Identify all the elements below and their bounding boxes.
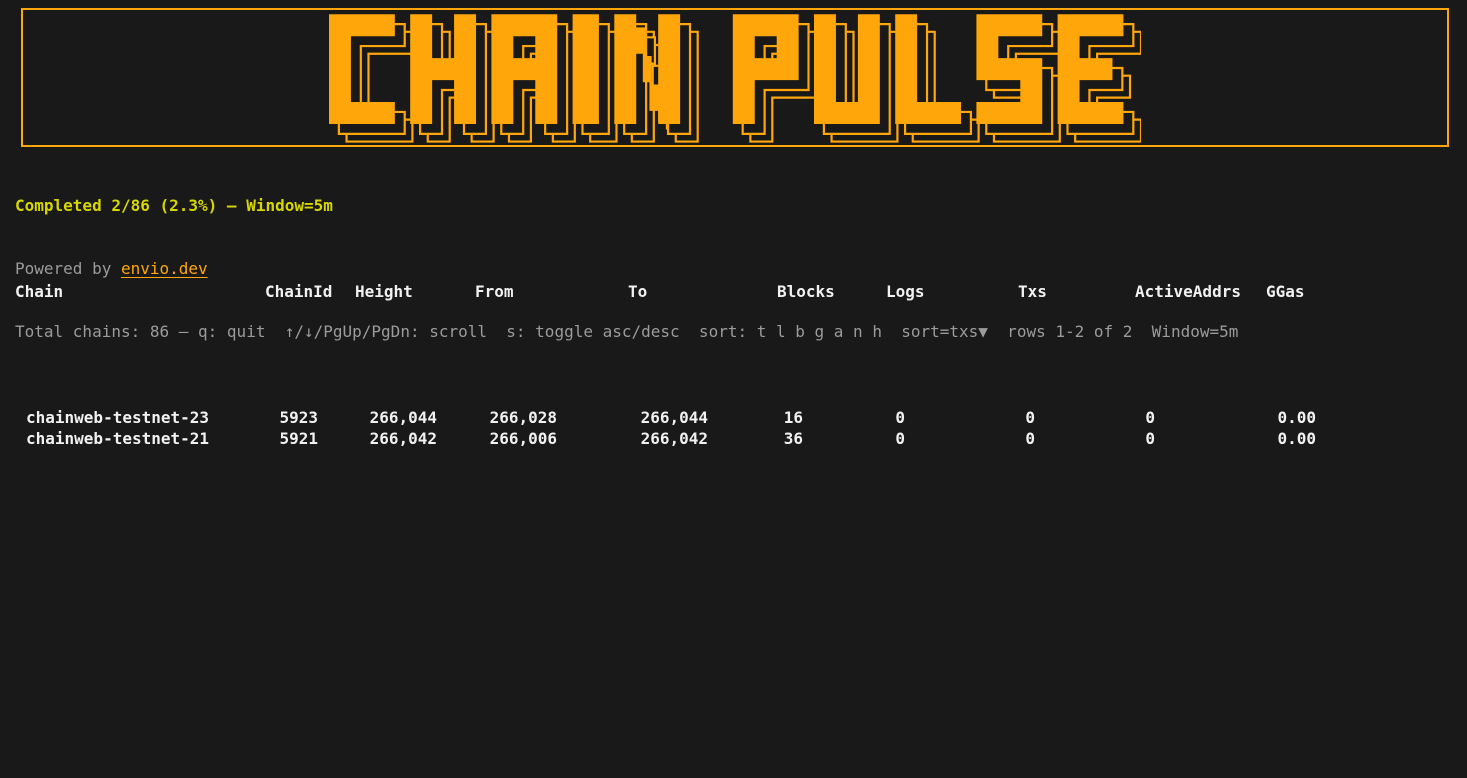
cell-logs: 0	[895, 408, 905, 427]
cell-logs: 0	[895, 429, 905, 448]
cell-chain: chainweb-testnet-21	[26, 429, 210, 448]
chains-table-header: Chain ChainId Height From To Blocks Logs Txs Act…	[15, 281, 1386, 302]
letter-fill	[732, 14, 799, 124]
title-letter-U	[814, 14, 899, 143]
letter-fill	[410, 14, 477, 124]
progress-status-line: Completed 2/86 (2.3%) — Window=5m	[15, 196, 333, 215]
cell-activeaddrs: 0	[1145, 408, 1155, 427]
title-banner-box	[21, 8, 1449, 147]
cell-ggas: 0.00	[1277, 429, 1316, 448]
column-header-from: From	[475, 282, 514, 301]
cell-height: 266,042	[369, 429, 437, 448]
cell-chainid: 5921	[279, 429, 318, 448]
letter-fill	[614, 14, 681, 124]
letter-fill	[895, 14, 962, 124]
column-header-ggas: GGas	[1266, 282, 1305, 301]
title-letter-N	[614, 14, 699, 143]
cell-to: 266,044	[640, 408, 708, 427]
title-letter-P	[732, 14, 818, 143]
cell-from: 266,006	[489, 429, 557, 448]
title-letter-C	[329, 14, 414, 143]
letter-fill	[572, 14, 599, 124]
title-letter-S	[976, 14, 1061, 143]
status-area: Completed 2/86 (2.3%) — Window=5m Powere…	[15, 153, 1238, 384]
column-header-txs: Txs	[1018, 282, 1047, 301]
letter-fill	[976, 14, 1043, 124]
letter-fill	[329, 14, 395, 124]
cell-blocks: 16	[783, 408, 803, 427]
chains-table-body: chainweb-testnet-23 5923 266,044 266,028 266…	[15, 407, 1386, 449]
powered-by-line: Powered by envio.dev	[15, 258, 1238, 279]
cell-to: 266,042	[640, 429, 708, 448]
title-letter-A	[491, 14, 576, 143]
cell-from: 266,028	[489, 408, 557, 427]
column-header-chain: Chain	[15, 282, 64, 301]
chain-pulse-ascii-title	[329, 14, 1141, 143]
cell-ggas: 0.00	[1277, 408, 1316, 427]
title-letter-E	[1057, 14, 1141, 143]
column-header-height: Height	[355, 282, 413, 301]
column-header-activeaddrs: ActiveAddrs	[1135, 282, 1241, 301]
cell-txs: 0	[1025, 429, 1035, 448]
column-header-to: To	[628, 282, 648, 301]
table-header-spacer	[15, 344, 1386, 365]
envio-dev-link[interactable]: envio.dev	[120, 259, 208, 278]
column-header-blocks: Blocks	[777, 282, 835, 301]
cell-chainid: 5923	[279, 408, 318, 427]
title-letter-I	[572, 14, 618, 143]
cell-blocks: 36	[783, 429, 803, 448]
letter-fill	[814, 14, 880, 124]
chains-table: Chain ChainId Height From To Blocks Logs Txs Act…	[15, 239, 1386, 491]
keyboard-help-line: Total chains: 86 — q: quit ↑/↓/PgUp/PgDn…	[15, 322, 1239, 341]
cell-chain: chainweb-testnet-23	[26, 408, 210, 427]
letter-fill	[1057, 14, 1124, 124]
title-letter-L	[895, 14, 980, 143]
letter-fill	[491, 14, 558, 124]
cell-txs: 0	[1025, 408, 1035, 427]
column-header-chainid: ChainId	[265, 282, 333, 301]
column-header-logs: Logs	[886, 282, 925, 301]
powered-by-label: Powered by	[15, 259, 121, 278]
cell-height: 266,044	[369, 408, 437, 427]
cell-activeaddrs: 0	[1145, 429, 1155, 448]
title-letter-H	[410, 14, 495, 143]
